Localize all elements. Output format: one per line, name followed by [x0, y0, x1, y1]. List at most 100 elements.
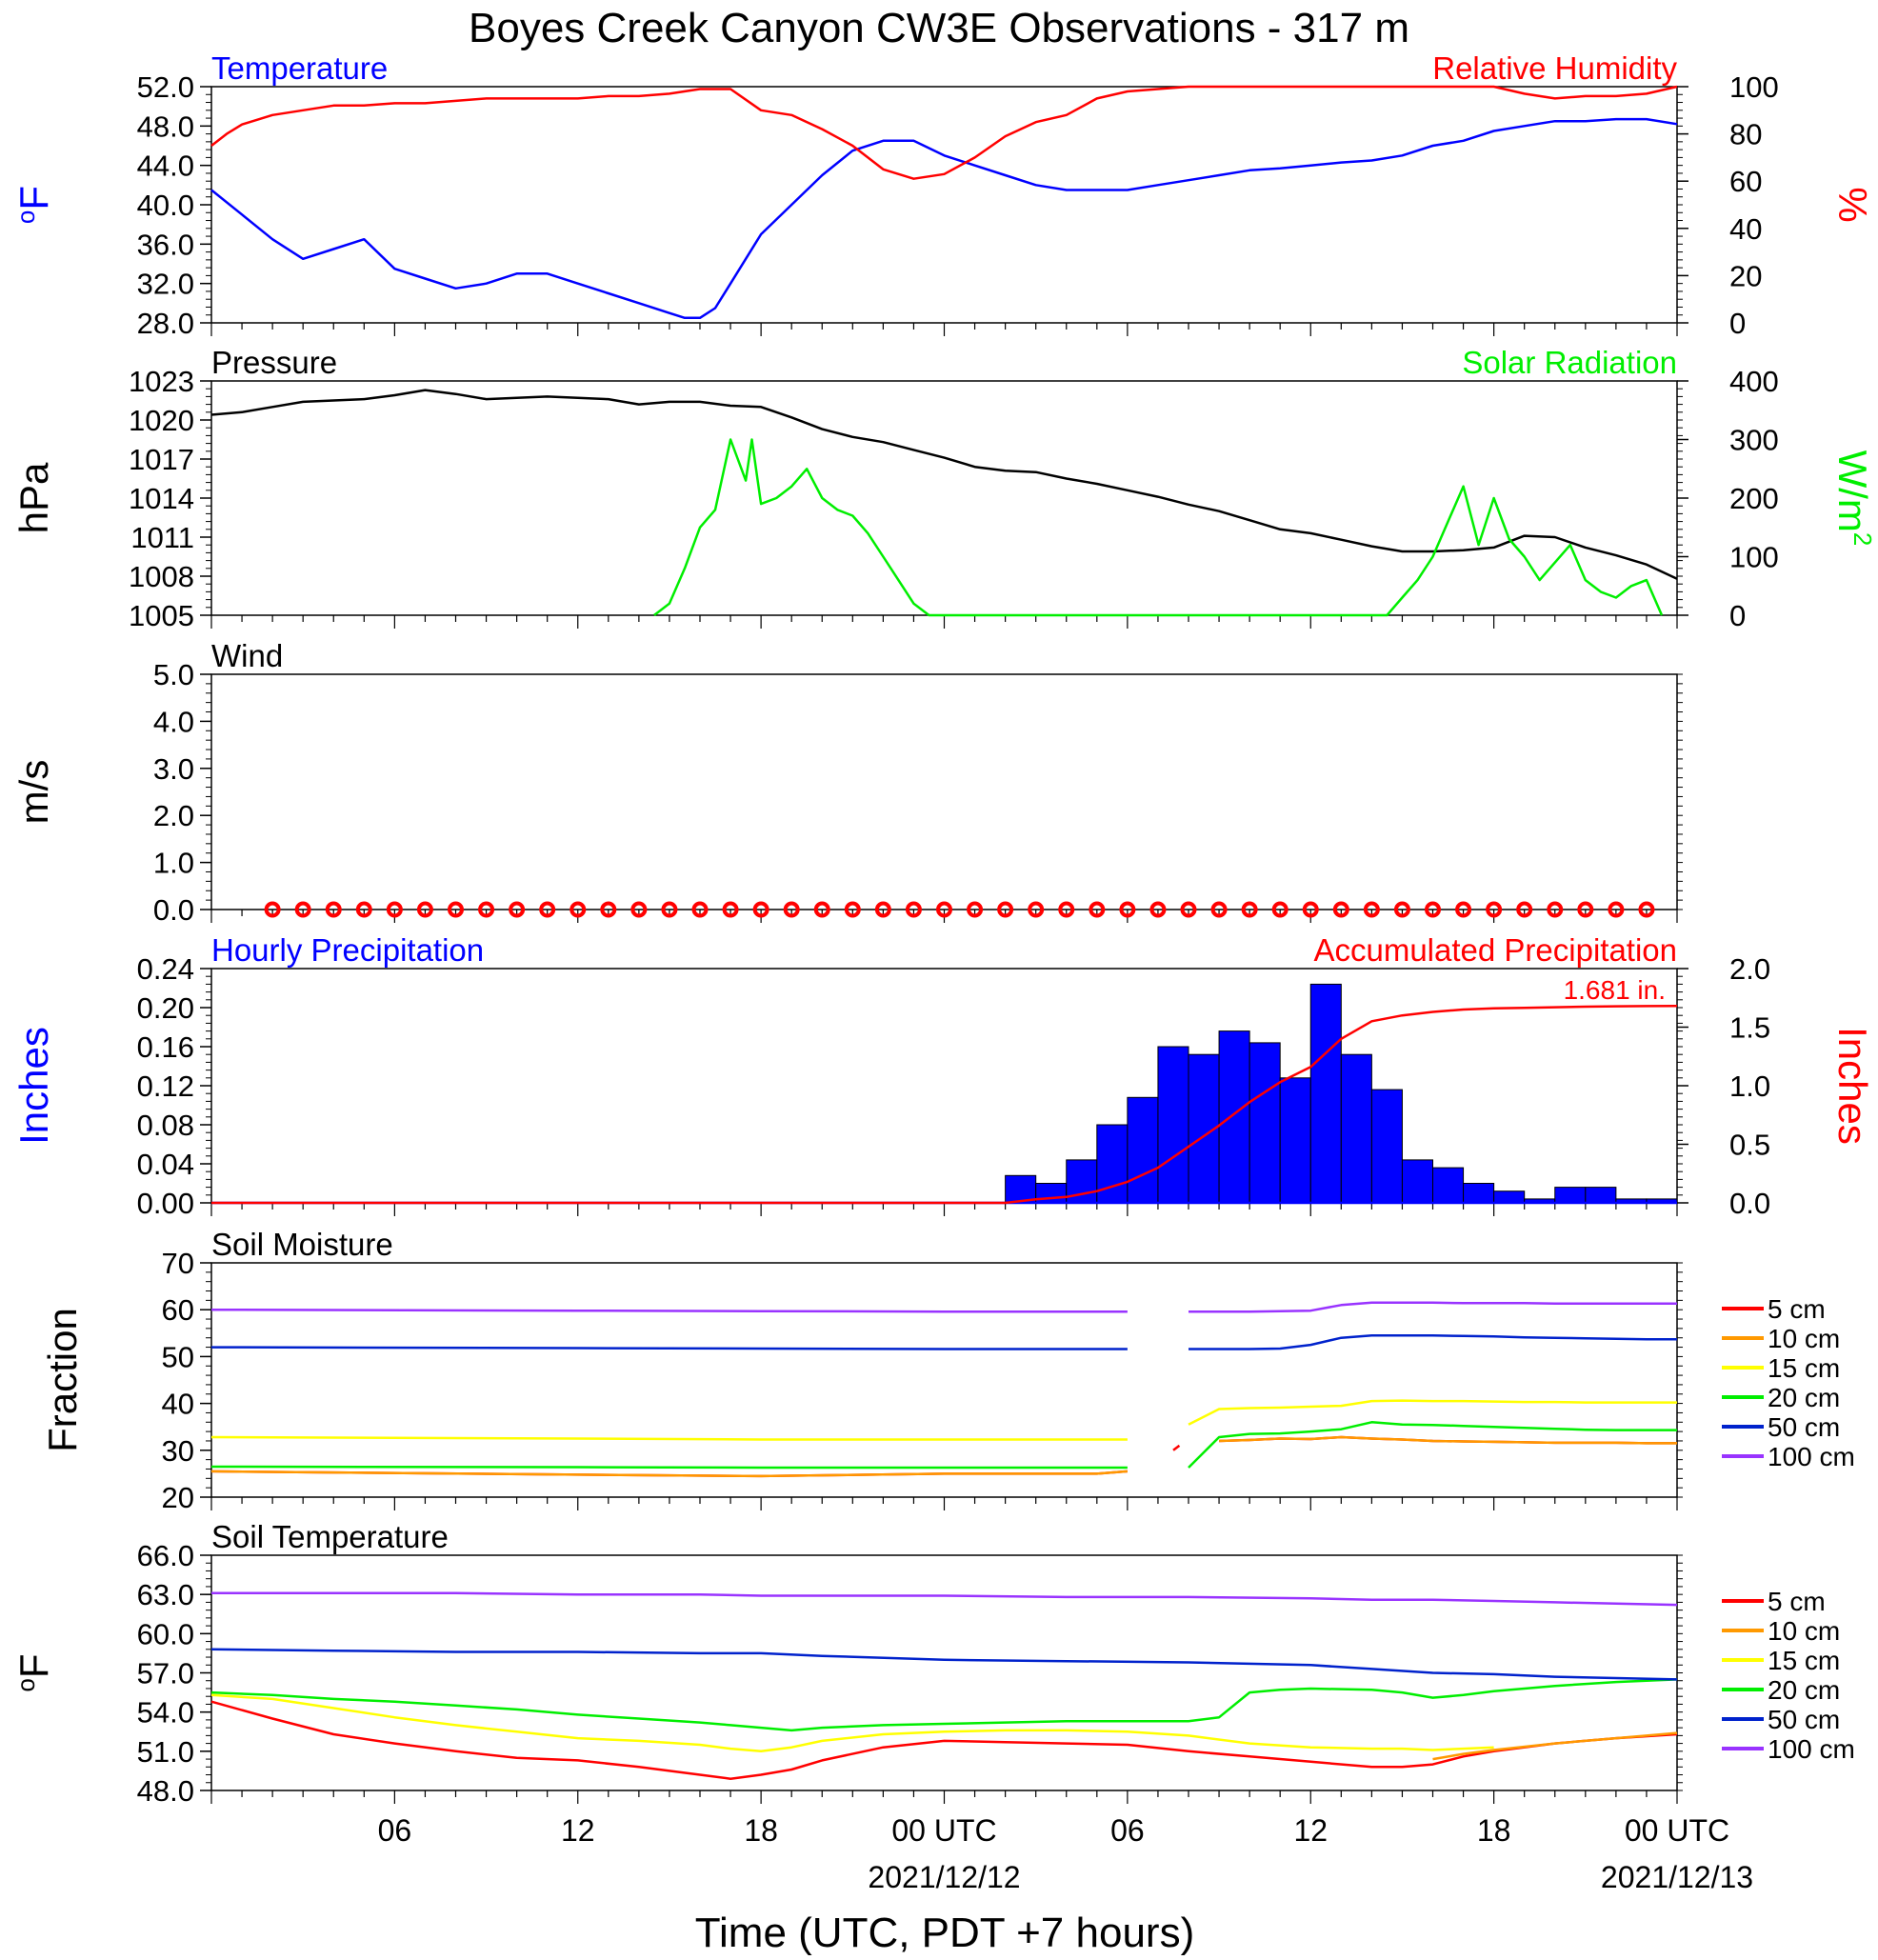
left-unit-label: hPa [11, 462, 56, 533]
series-10-cm-seg0 [210, 1470, 1128, 1478]
legend-label: 20 cm [1768, 1383, 1840, 1412]
y-right-tick-label: 60 [1729, 165, 1762, 198]
y-tick-label: 2.0 [153, 799, 194, 832]
series-20-cm-seg0 [210, 1465, 1128, 1470]
wind-point [1577, 901, 1594, 918]
x-tick-label: 06 [1110, 1813, 1145, 1848]
y-tick-label: 1.0 [153, 847, 194, 880]
legend-label: 100 cm [1768, 1734, 1855, 1764]
y-right-tick-label: 80 [1729, 118, 1762, 151]
precip-bar [1493, 1190, 1526, 1204]
wind-point [1058, 901, 1075, 918]
precip-bar [1370, 1089, 1403, 1204]
panel-title: Soil Temperature [211, 1519, 449, 1554]
legend-label: 20 cm [1768, 1675, 1840, 1705]
series-50-cm [210, 1648, 1678, 1681]
series-10-cm [1432, 1731, 1678, 1761]
series-15-cm-seg1 [1188, 1399, 1677, 1426]
legend-label: 15 cm [1768, 1353, 1840, 1383]
right-unit-label: Inches [1830, 1027, 1875, 1145]
y-tick-label: 60.0 [137, 1617, 194, 1650]
wind-point [905, 901, 922, 918]
legend-label: 10 cm [1768, 1324, 1840, 1353]
precip-bar [1096, 1124, 1129, 1204]
y-right-tick-label: 2.0 [1729, 952, 1770, 986]
y-right-tick-label: 100 [1729, 70, 1779, 104]
series-temperature [210, 117, 1678, 320]
series-100-cm-seg0 [210, 1308, 1128, 1313]
y-right-tick-label: 100 [1729, 541, 1779, 574]
wind-point [630, 901, 648, 918]
series-10-cm-seg2 [1219, 1435, 1677, 1445]
series-100-cm [211, 1591, 1678, 1607]
left-title: Hourly Precipitation [211, 932, 484, 968]
left-unit-label: oF [11, 1653, 56, 1691]
y-tick-label: 1005 [129, 599, 194, 632]
wind-point [448, 901, 464, 918]
series-20-cm [210, 1678, 1678, 1732]
precip-bar [1554, 1187, 1587, 1204]
y-right-tick-label: 400 [1729, 365, 1779, 398]
accumulated-total-label: 1.681 in. [1564, 975, 1666, 1005]
wind-point [967, 901, 984, 918]
precip-bar [1249, 1042, 1281, 1204]
panel-title: Wind [211, 638, 283, 673]
accumulated-precip-line [211, 1004, 1678, 1205]
wind-point [1516, 901, 1533, 918]
y-right-tick-label: 0.0 [1729, 1187, 1770, 1220]
wind-point [844, 901, 861, 918]
y-tick-label: 0.12 [137, 1070, 194, 1103]
y-right-tick-label: 300 [1729, 424, 1779, 457]
right-unit-label: W/m2 [1830, 450, 1877, 547]
series-15-cm-seg0 [210, 1435, 1128, 1441]
wind-point [1455, 901, 1472, 918]
wind-point [1425, 901, 1441, 918]
wind-point [722, 901, 739, 918]
left-unit-label: oF [11, 186, 56, 224]
precip-bar [1279, 1077, 1311, 1204]
legend-label: 5 cm [1768, 1294, 1826, 1324]
wind-point [1608, 901, 1625, 918]
wind-point [1210, 901, 1228, 918]
y-tick-label: 5.0 [153, 658, 194, 691]
left-title: Pressure [211, 345, 337, 380]
precip-bar [1401, 1159, 1433, 1204]
wind-point [1638, 901, 1655, 918]
y-right-tick-label: 20 [1729, 259, 1762, 292]
series-15-cm [210, 1693, 1494, 1753]
wind-point [1241, 901, 1258, 918]
x-tick-label: 12 [561, 1813, 595, 1848]
y-tick-label: 60 [162, 1293, 194, 1327]
wind-point [1302, 901, 1319, 918]
wind-point [1271, 901, 1289, 918]
panel-pressure_solar: 1023 1020 1017 1014 1011 1008 1005 400 300 200 100… [11, 345, 1877, 632]
x-tick-label: 18 [1477, 1813, 1511, 1848]
y-tick-label: 66.0 [137, 1539, 194, 1572]
y-tick-label: 0.20 [137, 991, 194, 1025]
y-tick-label: 50 [162, 1340, 194, 1373]
y-right-tick-label: 200 [1729, 482, 1779, 515]
wind-point [874, 901, 891, 918]
panel-wind: 5.0 4.0 3.0 2.0 1.0 0.0 Wind m/s [11, 638, 1683, 927]
y-tick-label: 70 [162, 1247, 194, 1280]
series-pressure [210, 389, 1678, 580]
y-tick-label: 28.0 [137, 307, 194, 340]
y-right-tick-label: 0 [1729, 307, 1746, 340]
series-5-cm-seg1 [1172, 1444, 1181, 1451]
wind-point [478, 901, 495, 918]
y-tick-label: 48.0 [137, 1774, 194, 1808]
wind-point [1180, 901, 1197, 918]
panel-title: Soil Moisture [211, 1227, 393, 1262]
y-tick-label: 0.16 [137, 1030, 194, 1064]
right-unit-label: % [1830, 187, 1875, 222]
panel-soil_moisture: 70 60 50 40 30 20 Soil Moisture Fraction [40, 1227, 1683, 1514]
y-right-tick-label: 0.5 [1729, 1129, 1770, 1162]
legend-label: 50 cm [1768, 1705, 1840, 1734]
wind-point [1547, 901, 1564, 918]
left-unit-label: m/s [11, 760, 56, 825]
series-20-cm-seg1 [1188, 1421, 1677, 1469]
wind-point [294, 901, 311, 918]
wind-point [355, 901, 372, 918]
right-title: Accumulated Precipitation [1313, 932, 1677, 968]
wind-point [1149, 901, 1167, 918]
